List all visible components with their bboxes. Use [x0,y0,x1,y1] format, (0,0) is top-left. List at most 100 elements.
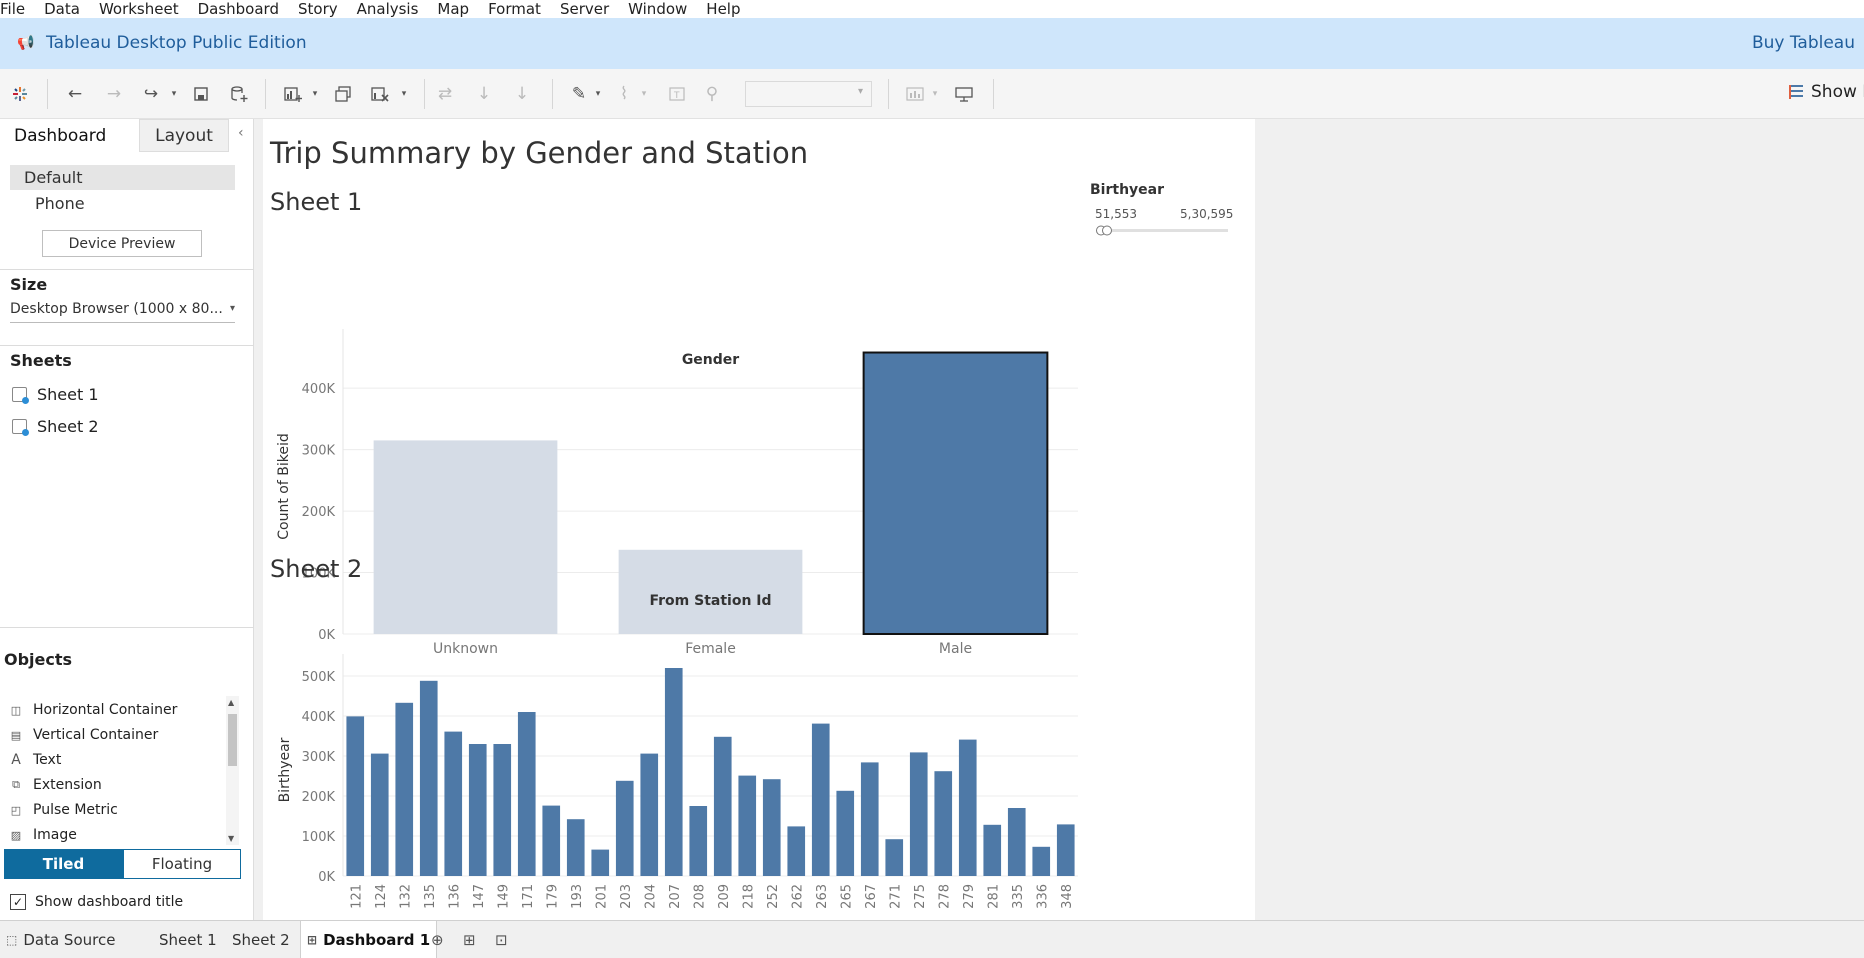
bar-265[interactable] [836,791,854,876]
new-worksheet-tab-icon[interactable]: ⊕ [431,931,444,949]
bar-278[interactable] [934,771,952,876]
sheet-item-2[interactable]: Sheet 2 [12,417,99,436]
bar-207[interactable] [665,668,683,876]
bar-193[interactable] [567,819,585,876]
object-extension[interactable]: ⧉ Extension [8,777,102,793]
swap-rows-columns-icon[interactable]: ⇄ [434,82,456,106]
objects-scrollbar[interactable]: ▲ ▼ [226,696,239,845]
sheet-item-1[interactable]: Sheet 1 [12,385,99,404]
bar-171[interactable] [518,712,536,876]
show-dashboard-title-checkbox[interactable]: ✓ Show dashboard title [10,894,183,910]
clear-sheet-icon[interactable] [369,82,391,106]
sort-ascending-icon[interactable]: ↓ [473,82,495,106]
menu-help[interactable]: Help [706,2,740,16]
tab-dashboard[interactable]: Dashboard [0,119,139,152]
redo-icon[interactable]: → [103,82,125,106]
bar-147[interactable] [469,744,487,876]
bar-132[interactable] [395,703,413,876]
show-cards-dropdown-icon[interactable]: ▾ [929,82,941,106]
device-phone[interactable]: Phone [35,194,85,213]
group-dropdown-icon[interactable]: ▾ [638,82,650,106]
bar-336[interactable] [1032,847,1050,876]
device-preview-button[interactable]: Device Preview [42,230,202,257]
replay-icon[interactable]: ↪ [139,82,163,106]
bar-335[interactable] [1008,808,1026,876]
menu-data[interactable]: Data [44,2,80,16]
presentation-mode-icon[interactable] [953,82,975,106]
tab-sheet-2[interactable]: Sheet 2 [226,921,296,958]
bar-124[interactable] [371,754,389,876]
bar-121[interactable] [346,716,364,876]
bar-348[interactable] [1057,824,1075,876]
bar-149[interactable] [493,744,511,876]
menu-format[interactable]: Format [488,2,541,16]
tiled-toggle[interactable]: Tiled [4,849,123,879]
fit-dropdown[interactable] [745,81,872,107]
bar-271[interactable] [885,839,903,876]
collapse-pane-icon[interactable]: ‹ [238,125,244,141]
bar-281[interactable] [983,825,1001,876]
bar-267[interactable] [861,762,879,876]
bar-136[interactable] [444,732,462,876]
menu-worksheet[interactable]: Worksheet [99,2,179,16]
scrollbar-thumb[interactable] [228,714,237,766]
device-default[interactable]: Default [10,165,235,190]
bar-203[interactable] [616,781,634,876]
station-bar-chart[interactable]: From Station Id Birthyear 0K 100K 200K 300K 40… [263,591,1093,920]
show-labels-icon[interactable]: T [666,82,688,106]
new-story-tab-icon[interactable]: ⊡ [495,931,508,949]
menu-dashboard[interactable]: Dashboard [198,2,279,16]
menu-file[interactable]: File [0,2,25,16]
fix-axes-icon[interactable]: ⚲ [701,82,723,106]
scroll-up-icon[interactable]: ▲ [228,698,234,707]
bar-201[interactable] [591,850,609,876]
bar-135[interactable] [420,681,438,876]
menu-analysis[interactable]: Analysis [357,2,419,16]
new-dashboard-tab-icon[interactable]: ⊞ [463,931,476,949]
highlight-icon[interactable]: ✎ [568,82,590,106]
tab-layout[interactable]: Layout [139,119,229,152]
bar-204[interactable] [640,754,658,876]
menu-story[interactable]: Story [298,2,338,16]
tableau-logo-icon[interactable] [10,82,30,106]
object-vertical-container[interactable]: ▤ Vertical Container [8,727,158,743]
object-horizontal-container[interactable]: ◫ Horizontal Container [8,702,177,718]
bar-218[interactable] [738,776,756,876]
bar-262[interactable] [787,826,805,876]
tab-sheet-1[interactable]: Sheet 1 [153,921,223,958]
buy-tableau-link[interactable]: Buy Tableau [1752,33,1855,53]
highlight-dropdown-icon[interactable]: ▾ [592,82,604,106]
save-icon[interactable] [190,82,212,106]
menu-server[interactable]: Server [560,2,609,16]
replay-dropdown-icon[interactable]: ▾ [168,82,180,106]
clear-sheet-dropdown-icon[interactable]: ▾ [398,82,410,106]
object-text[interactable]: A Text [8,752,61,768]
object-image[interactable]: ▨ Image [8,827,77,843]
bar-275[interactable] [910,752,928,876]
menu-window[interactable]: Window [628,2,687,16]
undo-icon[interactable]: ← [64,82,86,106]
bar-208[interactable] [689,806,707,876]
bar-209[interactable] [714,737,732,876]
tab-data-source[interactable]: ⬚ Data Source [0,921,121,958]
bar-252[interactable] [763,779,781,876]
group-icon[interactable]: ⌇ [613,82,635,106]
tab-dashboard-1[interactable]: ⊞ Dashboard 1 [300,921,437,958]
filter-slider[interactable] [1094,224,1234,238]
sort-descending-icon[interactable]: ↓ [511,82,533,106]
new-worksheet-dropdown-icon[interactable]: ▾ [309,82,321,106]
add-datasource-icon[interactable] [228,82,250,106]
show-cards-icon[interactable] [904,82,926,106]
new-worksheet-icon[interactable] [282,82,304,106]
object-pulse-metric[interactable]: ◰ Pulse Metric [8,802,118,818]
show-me-button[interactable]: Show Me [1789,82,1864,102]
menu-map[interactable]: Map [437,2,469,16]
bar-263[interactable] [812,724,830,876]
bar-179[interactable] [542,806,560,876]
bar-279[interactable] [959,740,977,876]
floating-toggle[interactable]: Floating [123,849,241,879]
scroll-down-icon[interactable]: ▼ [228,834,234,843]
slider-max-handle[interactable] [1103,226,1112,235]
duplicate-icon[interactable] [332,82,354,106]
size-select[interactable]: Desktop Browser (1000 x 80... [10,301,235,323]
